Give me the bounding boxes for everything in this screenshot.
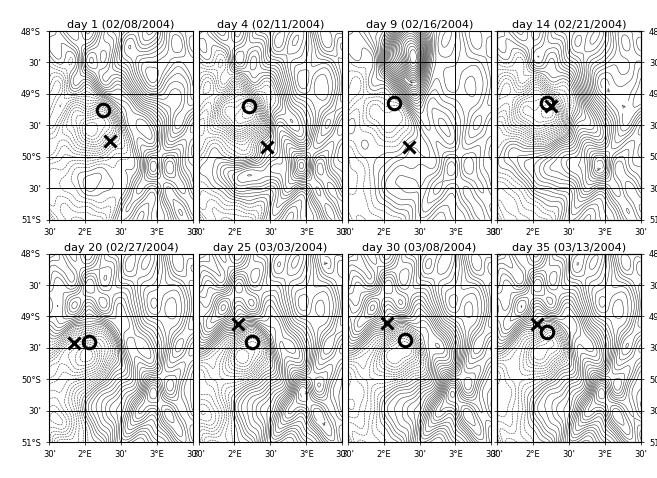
Title: day 14 (02/21/2004): day 14 (02/21/2004) bbox=[512, 20, 626, 30]
Text: 4: 4 bbox=[302, 390, 307, 395]
Title: day 9 (02/16/2004): day 9 (02/16/2004) bbox=[366, 20, 473, 30]
Title: day 30 (03/08/2004): day 30 (03/08/2004) bbox=[363, 243, 477, 253]
Title: day 4 (02/11/2004): day 4 (02/11/2004) bbox=[217, 20, 324, 30]
Text: 4: 4 bbox=[622, 104, 628, 110]
Title: day 35 (03/13/2004): day 35 (03/13/2004) bbox=[512, 243, 626, 253]
Text: 4: 4 bbox=[606, 88, 610, 94]
Title: day 25 (03/03/2004): day 25 (03/03/2004) bbox=[213, 243, 327, 253]
Title: day 1 (02/08/2004): day 1 (02/08/2004) bbox=[68, 20, 175, 30]
Text: 4: 4 bbox=[594, 166, 600, 172]
Text: 5: 5 bbox=[407, 80, 413, 87]
Text: 4: 4 bbox=[321, 261, 327, 266]
Title: day 20 (02/27/2004): day 20 (02/27/2004) bbox=[64, 243, 178, 253]
Text: 4: 4 bbox=[320, 422, 325, 428]
